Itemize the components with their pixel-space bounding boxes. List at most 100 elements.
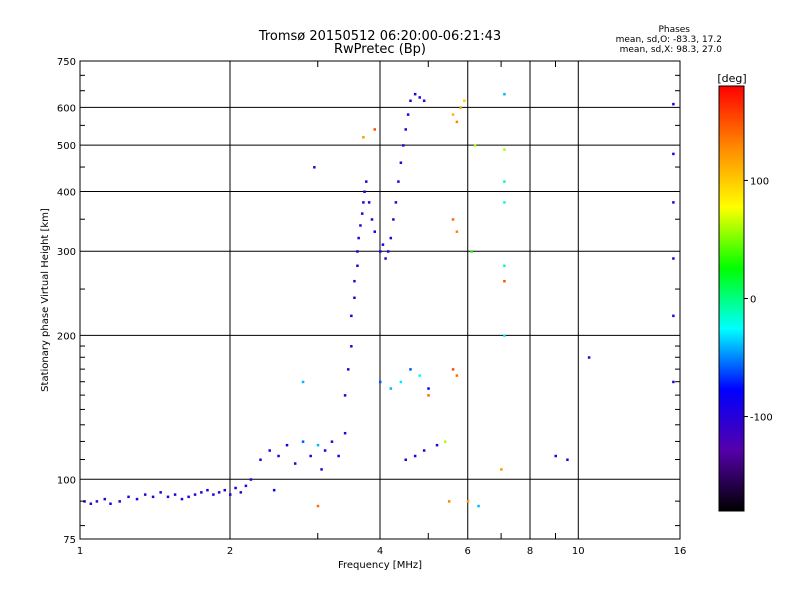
data-point bbox=[443, 440, 447, 443]
data-point bbox=[239, 491, 243, 494]
y-tick-label: 500 bbox=[57, 141, 76, 152]
chart-subtitle: RwPretec (Bp) bbox=[334, 42, 426, 57]
data-point bbox=[343, 431, 347, 435]
data-point bbox=[200, 491, 203, 494]
data-point bbox=[187, 495, 190, 499]
data-point bbox=[363, 190, 366, 193]
data-point bbox=[451, 218, 455, 221]
data-point bbox=[672, 257, 675, 260]
data-point bbox=[503, 148, 506, 151]
data-point bbox=[389, 236, 393, 240]
y-tick-label: 100 bbox=[57, 475, 76, 486]
data-point bbox=[404, 128, 407, 131]
data-point bbox=[89, 502, 93, 505]
x-tick-label: 16 bbox=[674, 546, 687, 557]
data-point bbox=[500, 468, 503, 471]
data-point bbox=[180, 497, 184, 501]
colorbar-tick-label: -100 bbox=[750, 413, 773, 424]
data-point bbox=[301, 440, 305, 443]
x-tick-label: 8 bbox=[527, 546, 533, 557]
data-point bbox=[103, 497, 107, 501]
data-point bbox=[234, 486, 237, 490]
data-point bbox=[217, 491, 221, 494]
data-point bbox=[362, 136, 365, 139]
data-point bbox=[470, 250, 473, 253]
data-point bbox=[277, 454, 280, 458]
data-point bbox=[244, 484, 248, 488]
data-point bbox=[309, 454, 312, 458]
data-point bbox=[316, 443, 320, 447]
data-point bbox=[473, 144, 477, 147]
x-tick-label: 2 bbox=[227, 546, 233, 557]
data-point bbox=[427, 394, 430, 397]
data-point bbox=[566, 458, 569, 461]
data-point bbox=[455, 120, 459, 124]
data-point bbox=[451, 113, 455, 116]
data-point bbox=[422, 449, 426, 452]
data-point bbox=[301, 380, 305, 384]
data-point bbox=[418, 374, 421, 377]
data-point bbox=[373, 230, 377, 233]
colorbar-gradient bbox=[718, 85, 745, 512]
data-point bbox=[503, 279, 506, 283]
y-tick-label: 600 bbox=[57, 103, 76, 114]
data-point bbox=[313, 166, 316, 169]
colorbar-label: [deg] bbox=[717, 72, 746, 85]
data-point bbox=[173, 493, 177, 496]
y-tick-label: 300 bbox=[57, 247, 76, 258]
y-tick-label: 200 bbox=[57, 331, 76, 342]
data-point bbox=[212, 493, 215, 496]
data-points bbox=[83, 92, 675, 508]
data-point bbox=[293, 462, 297, 465]
data-point bbox=[360, 212, 364, 215]
x-axis-ticks: 1 2 4 6 8 10 16 bbox=[77, 61, 687, 557]
colorbar: [deg] 100 0 -100 bbox=[717, 72, 773, 512]
data-point bbox=[381, 243, 385, 246]
data-point bbox=[503, 180, 506, 183]
data-point bbox=[268, 449, 271, 452]
data-point bbox=[406, 113, 410, 116]
x-tick-label: 6 bbox=[465, 546, 471, 557]
phases-box: Phases mean, sd,O: -83.3, 17.2 mean, sd,… bbox=[616, 25, 723, 55]
data-point bbox=[353, 296, 356, 300]
data-point bbox=[367, 201, 371, 204]
data-point bbox=[316, 504, 320, 508]
plot-frame bbox=[79, 60, 681, 540]
data-point bbox=[379, 380, 382, 384]
data-point bbox=[418, 96, 421, 99]
data-point bbox=[447, 500, 451, 503]
data-point bbox=[365, 180, 368, 183]
x-axis-label: Frequency [MHz] bbox=[338, 560, 422, 571]
data-point bbox=[477, 504, 480, 508]
x-tick-label: 10 bbox=[572, 546, 585, 557]
y-tick-label: 75 bbox=[63, 535, 76, 546]
data-point bbox=[386, 250, 390, 253]
data-point bbox=[435, 443, 439, 447]
data-point bbox=[503, 334, 506, 337]
data-point bbox=[672, 102, 675, 106]
data-point bbox=[357, 236, 360, 240]
phases-line-x: mean, sd,X: 98.3, 27.0 bbox=[620, 45, 723, 55]
data-point bbox=[399, 380, 403, 384]
data-point bbox=[422, 99, 426, 103]
colorbar-tick-label: 100 bbox=[750, 176, 769, 187]
data-point bbox=[353, 279, 356, 283]
data-point bbox=[135, 497, 139, 501]
data-point bbox=[459, 106, 462, 109]
data-point bbox=[118, 500, 121, 503]
x-tick-label: 4 bbox=[377, 546, 383, 557]
data-point bbox=[359, 224, 362, 227]
data-point bbox=[672, 152, 675, 156]
data-point bbox=[159, 491, 162, 494]
data-point bbox=[554, 454, 557, 458]
data-point bbox=[143, 493, 147, 496]
data-point bbox=[356, 264, 359, 268]
phases-line-o: mean, sd,O: -83.3, 17.2 bbox=[616, 35, 722, 45]
data-point bbox=[223, 488, 227, 492]
data-point bbox=[285, 443, 289, 447]
data-point bbox=[409, 368, 412, 371]
data-point bbox=[166, 495, 170, 499]
data-point bbox=[356, 250, 359, 253]
y-tick-label: 400 bbox=[57, 187, 76, 198]
